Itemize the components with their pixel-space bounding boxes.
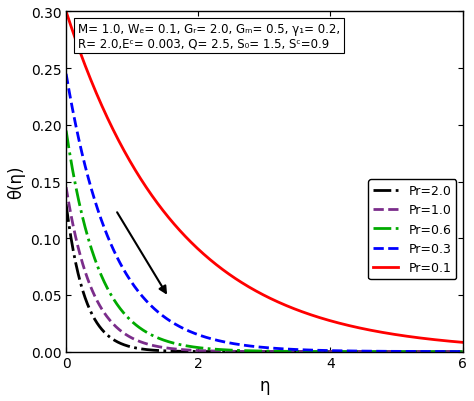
Pr=0.6 [254, 348, 260, 353]
Pr=0.3 [278, 346, 283, 351]
Pr=0.6 [388, 349, 394, 354]
Pr=0.6 [299, 349, 305, 354]
Pr=0.6 [450, 349, 456, 354]
Line: Pr=0.6: Pr=0.6 [66, 131, 463, 352]
X-axis label: η: η [259, 376, 270, 394]
Pr=0.3 [252, 344, 257, 349]
Legend: Pr=2.0, Pr=1.0, Pr=0.6, Pr=0.3, Pr=0.1: Pr=2.0, Pr=1.0, Pr=0.6, Pr=0.3, Pr=0.1 [368, 180, 456, 279]
Y-axis label: θ(η): θ(η) [7, 165, 25, 199]
Pr=0.3 [63, 72, 69, 77]
Pr=1.0 [252, 349, 257, 354]
Line: Pr=1.0: Pr=1.0 [66, 188, 463, 352]
Pr=0.1 [278, 301, 283, 306]
Pr=0.3 [450, 349, 456, 354]
Pr=0.6 [63, 129, 69, 134]
Pr=1.0 [254, 349, 260, 354]
Pr=0.3 [254, 344, 260, 349]
Pr=0.3 [299, 348, 305, 352]
Pr=2.0 [254, 349, 260, 354]
Pr=2.0 [299, 349, 305, 354]
Pr=0.1 [299, 310, 305, 314]
Pr=0.1 [460, 340, 465, 345]
Pr=1.0 [299, 349, 305, 354]
Pr=2.0 [460, 349, 465, 354]
Pr=0.1 [254, 289, 260, 294]
Pr=1.0 [388, 349, 394, 354]
Line: Pr=0.3: Pr=0.3 [66, 75, 463, 352]
Pr=2.0 [388, 349, 394, 354]
Pr=2.0 [252, 349, 257, 354]
Line: Pr=2.0: Pr=2.0 [66, 205, 463, 352]
Pr=1.0 [460, 349, 465, 354]
Pr=2.0 [63, 203, 69, 207]
Pr=1.0 [450, 349, 456, 354]
Pr=0.1 [450, 339, 456, 344]
Pr=0.3 [460, 349, 465, 354]
Line: Pr=0.1: Pr=0.1 [66, 12, 463, 342]
Pr=0.1 [63, 10, 69, 15]
Text: M= 1.0, Wₑ= 0.1, Gᵣ= 2.0, Gₘ= 0.5, γ₁= 0.2,
R= 2.0,Eᶜ= 0.003, Q= 2.5, S₀= 1.5, S: M= 1.0, Wₑ= 0.1, Gᵣ= 2.0, Gₘ= 0.5, γ₁= 0… [78, 22, 340, 51]
Pr=2.0 [278, 349, 283, 354]
Pr=0.1 [388, 332, 394, 336]
Pr=0.6 [460, 349, 465, 354]
Pr=0.6 [278, 349, 283, 354]
Pr=1.0 [278, 349, 283, 354]
Pr=1.0 [63, 185, 69, 190]
Pr=0.3 [388, 349, 394, 354]
Pr=0.1 [252, 288, 257, 293]
Pr=0.6 [252, 348, 257, 353]
Pr=2.0 [450, 349, 456, 354]
